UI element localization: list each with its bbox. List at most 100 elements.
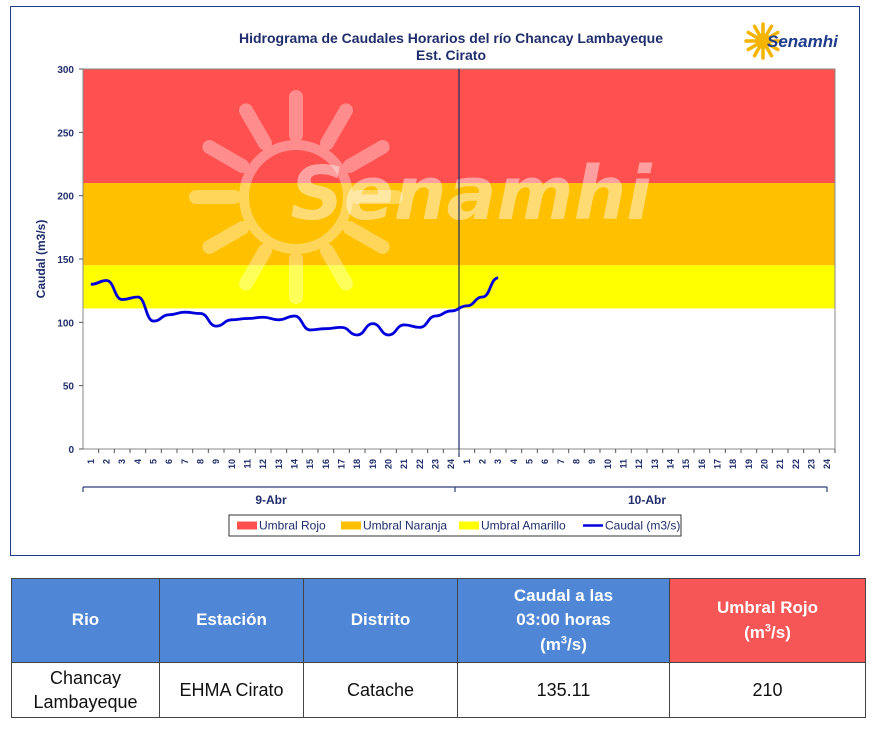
logo-sun-ray (752, 47, 761, 58)
x-tick-label: 8 (572, 459, 582, 464)
logo-sun-ray (765, 24, 774, 35)
watermark-ray (342, 221, 390, 254)
watermark-ray (202, 221, 250, 254)
cell-caudal: 135.11 (457, 662, 670, 718)
header-rio: Rio (11, 578, 160, 663)
watermark-text: Senamhi (290, 151, 653, 237)
x-tick-label: 5 (149, 459, 159, 464)
watermark-ray (320, 243, 353, 291)
watermark-ray (320, 103, 353, 151)
x-tick-label: 14 (666, 459, 676, 469)
y-axis-label: Caudal (m3/s) (34, 220, 48, 299)
legend-label: Caudal (m3/s) (605, 519, 680, 533)
x-tick-label: 13 (274, 459, 284, 469)
y-tick-label: 200 (57, 192, 74, 203)
x-tick-label: 2 (102, 459, 112, 464)
y-tick-label: 0 (68, 445, 74, 456)
x-tick-label: 21 (775, 459, 785, 469)
watermark-sun-disc (239, 140, 353, 254)
table-row: Chancay Lambayeque EHMA Cirato Catache 13… (11, 662, 866, 718)
legend-label: Umbral Rojo (259, 519, 326, 533)
x-tick-label: 13 (650, 459, 660, 469)
x-tick-label: 11 (619, 459, 629, 469)
x-tick-label: 12 (634, 459, 644, 469)
logo-sun-ray (765, 47, 774, 58)
x-tick-label: 24 (822, 459, 832, 469)
x-tick-label: 21 (399, 459, 409, 469)
header-caudal: Caudal a las 03:00 horas (m3/s) (457, 578, 670, 663)
x-tick-label: 22 (791, 459, 801, 469)
x-tick-label: 10 (227, 459, 237, 469)
day-label: 9-Abr (255, 493, 287, 507)
x-tick-label: 8 (196, 459, 206, 464)
x-tick-label: 6 (164, 459, 174, 464)
x-tick-label: 7 (180, 459, 190, 464)
chart-title: Hidrograma de Caudales Horarios del río … (239, 30, 663, 46)
x-tick-label: 23 (431, 459, 441, 469)
senamhi-watermark: Senamhi (189, 90, 653, 304)
x-tick-label: 9 (211, 459, 221, 464)
x-tick-label: 11 (243, 459, 253, 469)
x-tick-label: 5 (525, 459, 535, 464)
chart-legend: Umbral Rojo Umbral Naranja Umbral Amarillo… (228, 514, 682, 537)
cell-rio: Chancay Lambayeque (11, 662, 160, 718)
x-tick-label: 1 (86, 459, 96, 464)
logo-sun-ray (746, 43, 757, 52)
cell-estacion: EHMA Cirato (159, 662, 304, 718)
chart-series (90, 276, 499, 337)
senamhi-logo: Senamhi (744, 22, 839, 60)
x-tick-label: 22 (415, 459, 425, 469)
x-tick-label: 6 (540, 459, 550, 464)
watermark-ray (342, 140, 390, 173)
y-tick-label: 150 (57, 255, 74, 266)
legend-swatch (341, 521, 361, 530)
y-tick-label: 50 (63, 382, 75, 393)
legend-swatch (237, 521, 257, 530)
header-umbral-rojo: Umbral Rojo (m3/s) (669, 578, 866, 663)
cell-umbral: 210 (669, 662, 866, 718)
logo-sun-ray (752, 24, 761, 35)
x-tick-label: 24 (446, 459, 456, 469)
logo-sun-icon (755, 33, 771, 49)
hydrograph-chart: Senamhi Hidrograma de Caudales Horarios … (10, 6, 860, 556)
watermark-sun-icon (189, 90, 403, 304)
x-tick-label: 3 (493, 459, 503, 464)
x-tick-label: 3 (117, 459, 127, 464)
x-tick-label: 15 (305, 459, 315, 469)
logo-sun-ray (769, 30, 780, 39)
x-tick-label: 18 (352, 459, 362, 469)
station-info-table: Rio Estación Distrito Caudal a las 03:00… (11, 578, 866, 718)
x-tick-label: 9 (587, 459, 597, 464)
legend-label: Umbral Naranja (363, 519, 447, 533)
x-tick-label: 20 (760, 459, 770, 469)
x-tick-label: 15 (681, 459, 691, 469)
y-tick-label: 100 (57, 318, 74, 329)
x-tick-label: 16 (697, 459, 707, 469)
logo-text: Senamhi (767, 32, 839, 51)
table-header-row: Rio Estación Distrito Caudal a las 03:00… (11, 578, 866, 663)
x-tick-label: 7 (556, 459, 566, 464)
x-tick-label: 10 (603, 459, 613, 469)
logo-sun-ray (746, 30, 757, 39)
x-tick-label: 14 (290, 459, 300, 469)
legend-label: Umbral Amarillo (481, 519, 566, 533)
y-tick-label: 300 (57, 65, 74, 76)
x-tick-label: 12 (258, 459, 268, 469)
x-tick-label: 18 (728, 459, 738, 469)
watermark-ray (239, 243, 272, 291)
x-tick-label: 1 (462, 459, 472, 464)
x-tick-label: 20 (384, 459, 394, 469)
x-tick-label: 23 (807, 459, 817, 469)
header-estacion: Estación (159, 578, 304, 663)
watermark-ray (202, 140, 250, 173)
x-tick-label: 17 (713, 459, 723, 469)
logo-sun-ray (769, 43, 780, 52)
x-tick-label: 4 (509, 459, 519, 464)
watermark-ray (239, 103, 272, 151)
day-label: 10-Abr (628, 493, 666, 507)
x-tick-label: 16 (321, 459, 331, 469)
chart-subtitle: Est. Cirato (416, 47, 486, 63)
y-tick-label: 250 (57, 128, 74, 139)
x-tick-label: 17 (337, 459, 347, 469)
